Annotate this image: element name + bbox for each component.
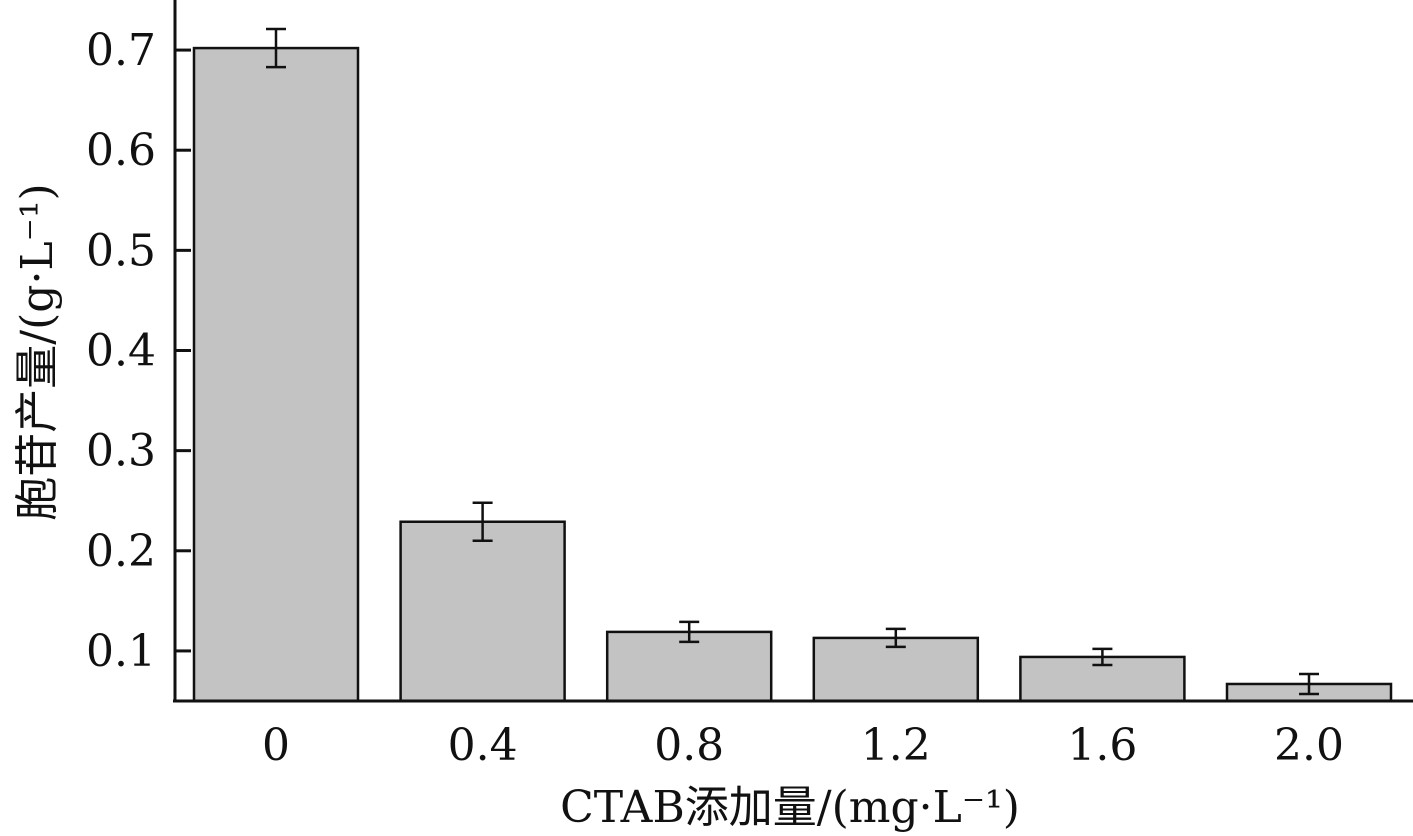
bar-3	[812, 636, 980, 703]
bar-1	[399, 520, 566, 703]
y-axis-title: 胞苷产量/(g·L⁻¹)	[12, 183, 63, 520]
bars-group	[192, 46, 1393, 703]
y-tick-label-5: 0.6	[86, 125, 156, 176]
x-tick-label-3: 1.2	[861, 720, 931, 771]
x-tick-label-2: 0.8	[654, 720, 724, 771]
x-ticks-group: 0 0.4 0.8 1.2 1.6 2.0	[262, 720, 1344, 771]
y-ticks-group: 0.1 0.2 0.3 0.4 0.5 0.6 0.7	[86, 25, 191, 677]
x-tick-label-1: 0.4	[448, 720, 518, 771]
bar-2	[605, 630, 773, 703]
y-tick-label-3: 0.4	[86, 326, 156, 377]
y-tick-label-2: 0.3	[86, 426, 156, 477]
y-tick-label-4: 0.5	[86, 225, 156, 276]
x-tick-label-0: 0	[262, 720, 290, 771]
y-tick-label-0: 0.1	[86, 626, 156, 677]
y-tick-label-1: 0.2	[86, 526, 156, 577]
x-axis-title: CTAB添加量/(mg·L⁻¹)	[560, 782, 1020, 833]
error-bars-group	[266, 27, 1319, 696]
bar-0	[192, 46, 360, 703]
x-tick-label-5: 2.0	[1274, 720, 1344, 771]
y-tick-label-6: 0.7	[86, 25, 156, 76]
x-tick-label-4: 1.6	[1067, 720, 1137, 771]
